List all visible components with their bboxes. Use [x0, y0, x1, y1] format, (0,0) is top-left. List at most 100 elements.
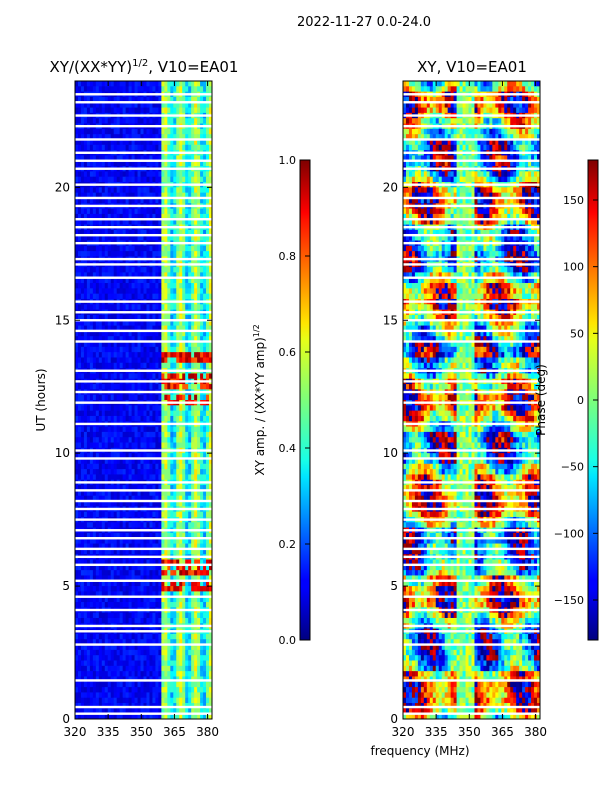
heatmap-cell — [75, 219, 79, 225]
heatmap-cell — [194, 118, 198, 124]
heatmap-cell — [137, 160, 141, 167]
heatmap-cell — [194, 373, 198, 380]
heatmap-cell — [197, 543, 201, 550]
heatmap-cell — [107, 564, 112, 571]
heatmap-cell — [179, 437, 183, 443]
heatmap-cell — [188, 128, 192, 135]
heatmap-cell — [194, 128, 198, 135]
heatmap-cell — [77, 277, 82, 284]
heatmap-cell — [152, 187, 156, 194]
heatmap-cell — [134, 511, 138, 518]
heatmap-cell — [125, 314, 130, 321]
heatmap-cell — [101, 602, 106, 608]
heatmap-cell — [125, 81, 130, 87]
heatmap-cell — [122, 213, 127, 220]
heatmap-cell — [155, 442, 159, 449]
heatmap-cell — [143, 320, 147, 326]
heatmap-cell — [173, 649, 177, 656]
heatmap-cell — [131, 617, 135, 624]
heatmap-cell — [173, 320, 177, 326]
heatmap-cell — [182, 293, 186, 300]
heatmap-cell — [188, 293, 192, 300]
heatmap-cell — [89, 160, 94, 167]
heatmap-cell — [134, 229, 138, 236]
heatmap-cell — [113, 463, 118, 470]
heatmap-cell — [80, 442, 85, 449]
heatmap-cell — [98, 575, 103, 582]
heatmap-cell — [83, 485, 88, 491]
heatmap-cell — [158, 362, 162, 369]
heatmap-cell — [185, 559, 189, 566]
heatmap-cell — [80, 362, 85, 369]
heatmap-cell — [143, 453, 147, 459]
heatmap-cell — [179, 410, 183, 417]
heatmap-cell — [167, 570, 171, 576]
heatmap-cell — [155, 612, 159, 619]
heatmap-cell — [185, 139, 189, 146]
heatmap-cell — [125, 213, 130, 220]
heatmap-cell — [110, 602, 115, 608]
heatmap-cell — [119, 267, 124, 273]
heatmap-cell — [161, 602, 165, 608]
heatmap-cell — [86, 415, 91, 422]
heatmap-cell — [83, 415, 88, 422]
heatmap-cell — [122, 617, 127, 624]
heatmap-cell — [77, 341, 82, 348]
heatmap-cell — [80, 410, 85, 417]
heatmap-cell — [77, 559, 82, 566]
heatmap-cell — [116, 559, 121, 566]
heatmap-cell — [143, 511, 147, 518]
heatmap-cell — [89, 357, 94, 364]
heatmap-cell — [155, 208, 159, 215]
heatmap-cell — [86, 304, 91, 311]
heatmap-cell — [167, 469, 171, 475]
heatmap-cell — [125, 155, 130, 162]
heatmap-cell — [134, 134, 138, 140]
heatmap-cell — [128, 219, 132, 225]
heatmap-cell — [182, 373, 186, 380]
heatmap-cell — [149, 591, 153, 598]
heatmap-cell — [119, 532, 124, 539]
heatmap-cell — [98, 586, 103, 592]
heatmap-cell — [188, 187, 192, 194]
heatmap-cell — [101, 453, 106, 459]
heatmap-cell — [125, 453, 130, 459]
heatmap-cell — [116, 612, 121, 619]
heatmap-cell — [92, 320, 97, 326]
heatmap-cell — [152, 649, 156, 656]
heatmap-cell — [80, 384, 85, 390]
heatmap-cell — [182, 596, 186, 603]
heatmap-cell — [110, 617, 115, 624]
heatmap-cell — [77, 373, 82, 380]
heatmap-cell — [170, 197, 174, 204]
heatmap-cell — [161, 197, 165, 204]
heatmap-cell — [98, 384, 103, 390]
heatmap-cell — [92, 612, 97, 619]
heatmap-cell — [191, 192, 195, 199]
heatmap-cell — [167, 197, 171, 204]
heatmap-cell — [110, 160, 115, 167]
heatmap-cell — [161, 591, 165, 598]
heatmap-cell — [173, 107, 177, 114]
heatmap-cell — [122, 341, 127, 348]
heatmap-cell — [113, 288, 118, 295]
heatmap-cell — [137, 655, 141, 661]
heatmap-cell — [155, 314, 159, 321]
heatmap-cell — [146, 134, 150, 140]
heatmap-cell — [197, 176, 201, 183]
heatmap-cell — [77, 474, 82, 481]
heatmap-cell — [80, 160, 85, 167]
heatmap-cell — [188, 474, 192, 481]
heatmap-cell — [75, 362, 79, 369]
heatmap-cell — [161, 453, 165, 459]
heatmap-cell — [203, 538, 207, 544]
heatmap-cell — [188, 405, 192, 412]
heatmap-cell — [170, 405, 174, 412]
heatmap-cell — [173, 187, 177, 194]
heatmap-cell — [182, 134, 186, 140]
heatmap-cell — [143, 330, 147, 337]
heatmap-cell — [197, 336, 201, 342]
heatmap-cell — [146, 192, 150, 199]
heatmap-cell — [167, 490, 171, 497]
heatmap-cell — [182, 208, 186, 215]
